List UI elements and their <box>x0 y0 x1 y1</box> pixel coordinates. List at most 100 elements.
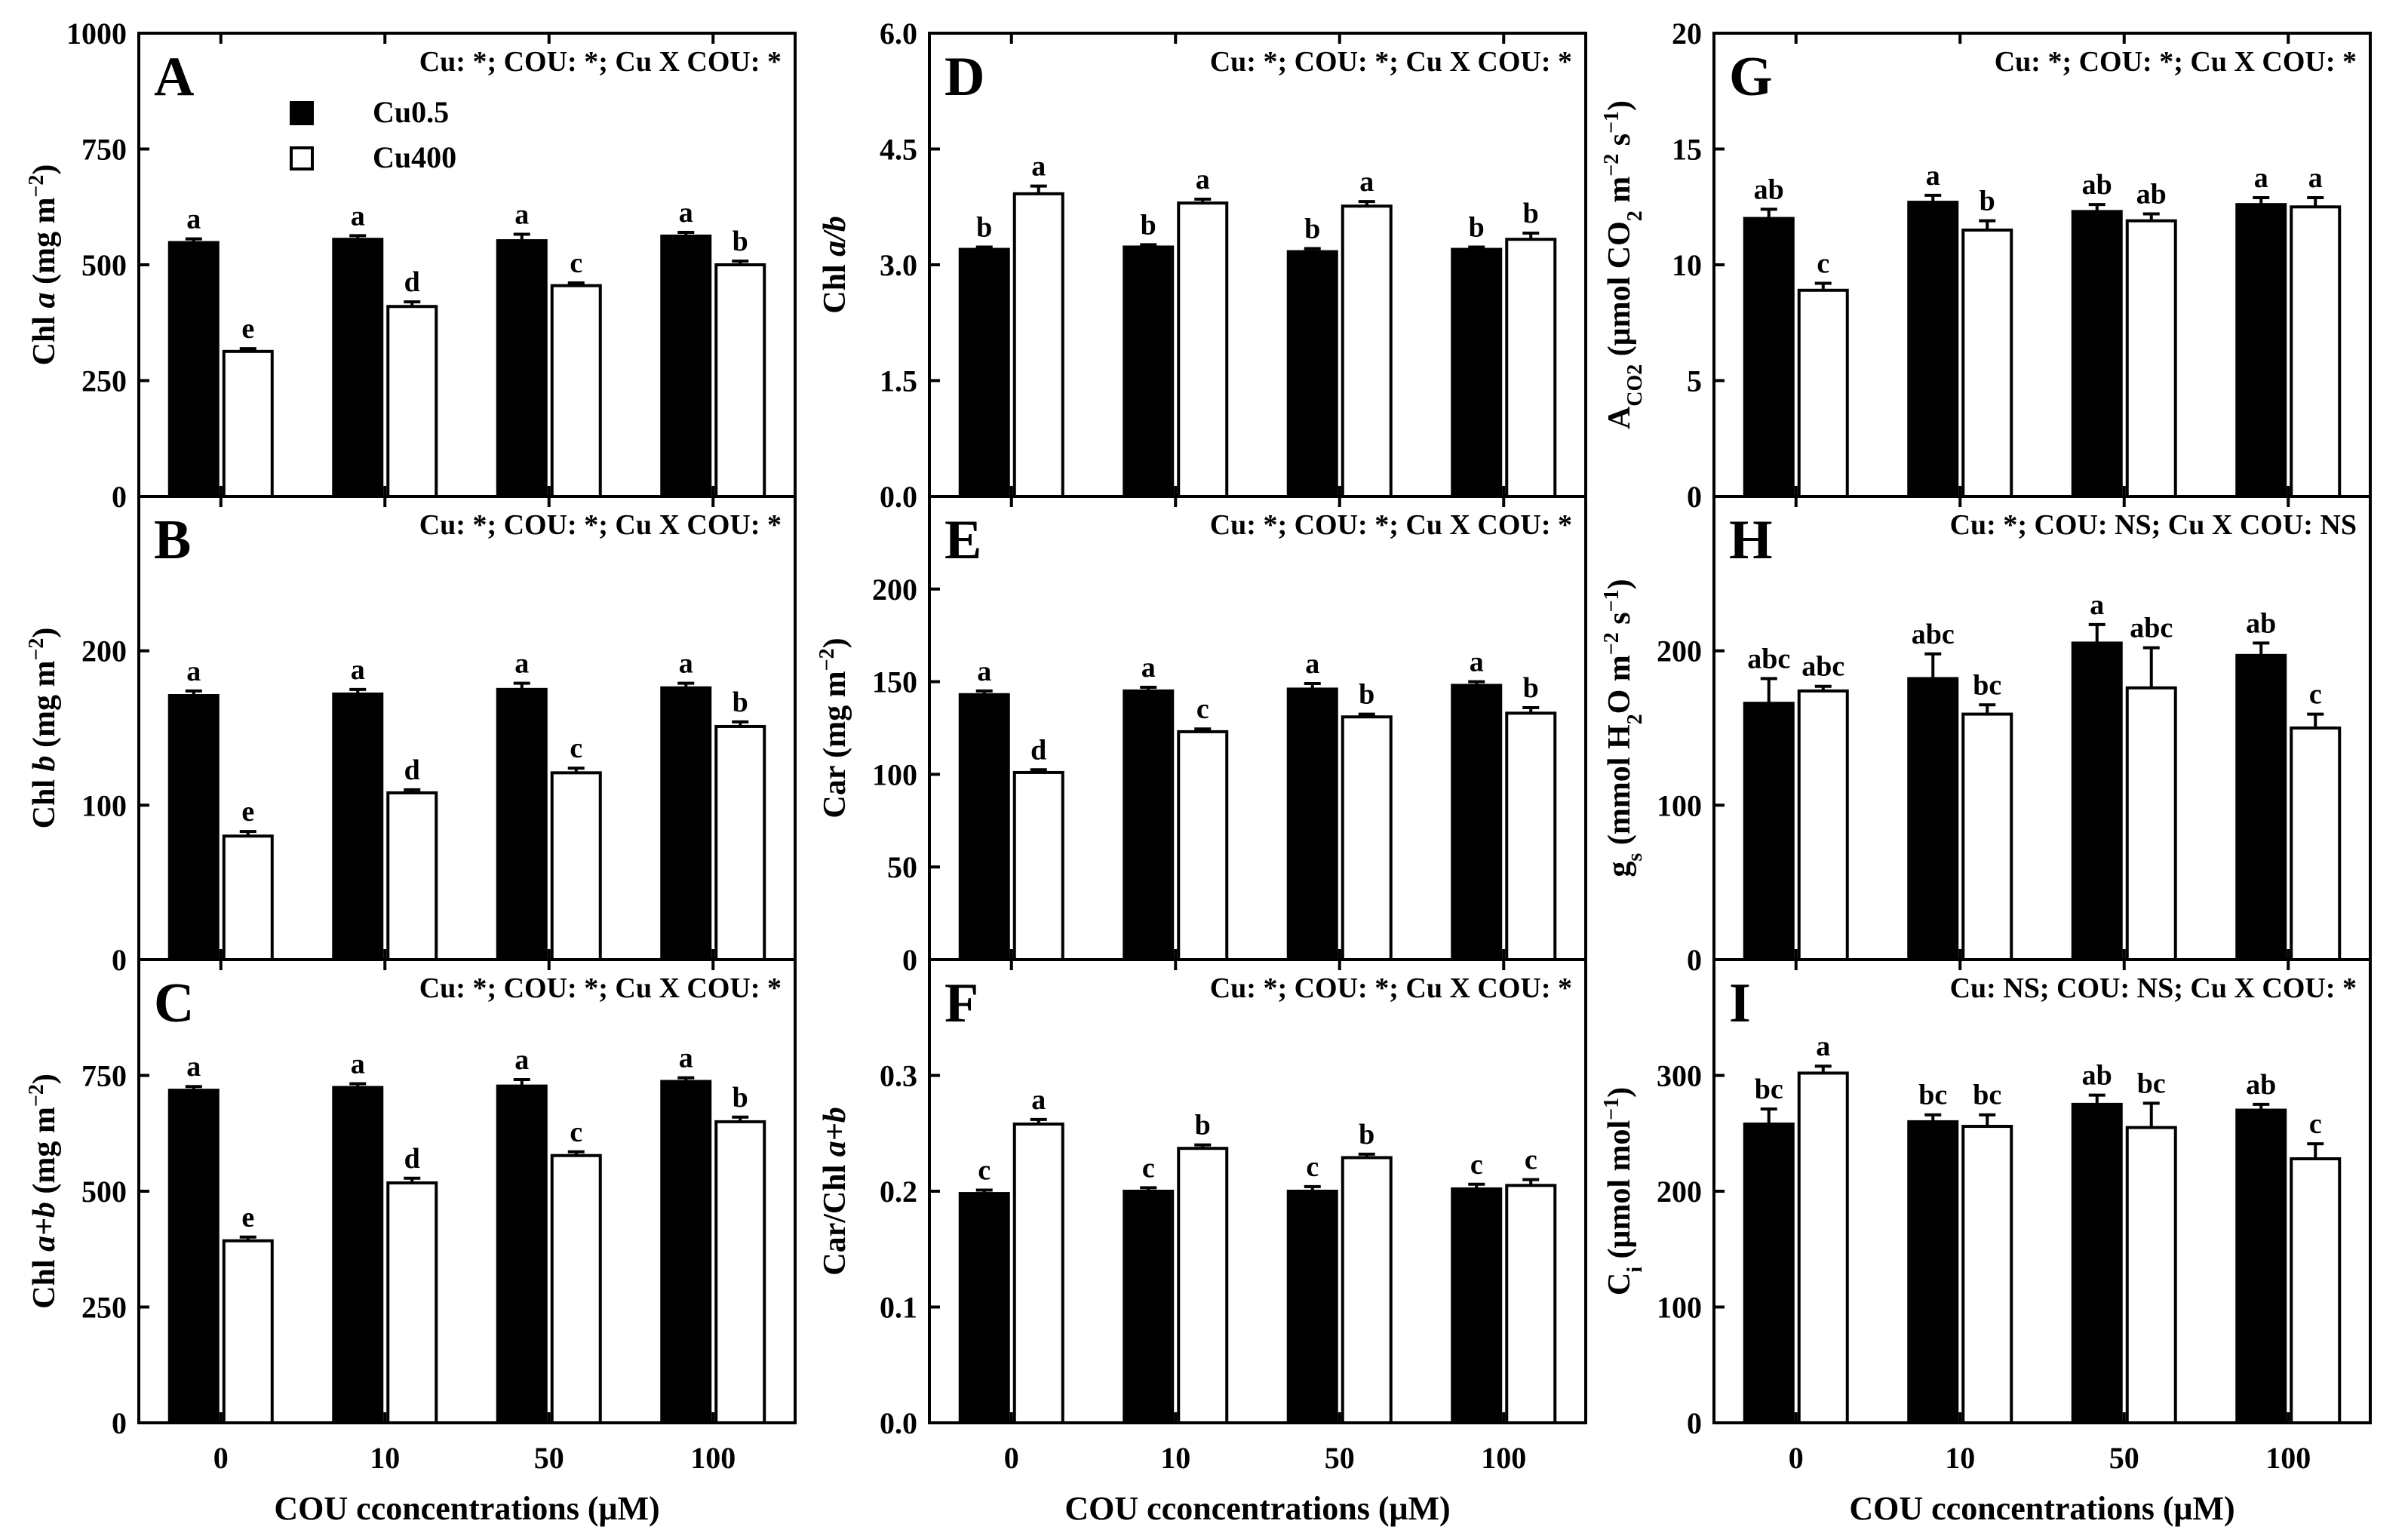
bar-cu400 <box>1341 715 1393 961</box>
y-tick-label: 20 <box>1672 17 1702 51</box>
significance-letter: a <box>186 1051 201 1083</box>
y-tick-label: 100 <box>1657 788 1702 822</box>
significance-letter: a <box>514 1044 529 1076</box>
significance-letter: c <box>570 1117 582 1148</box>
y-tick-label: 1.5 <box>880 364 917 398</box>
significance-letter: b <box>1359 1119 1374 1150</box>
bar-cu400 <box>1012 192 1064 498</box>
significance-letter: d <box>404 1143 420 1175</box>
y-tick-label: 4.5 <box>880 133 917 167</box>
stats-annotation: Cu: *; COU: *; Cu X COU: * <box>1210 46 1572 78</box>
bar-cu05 <box>2235 203 2287 498</box>
y-tick-label: 0.1 <box>880 1291 917 1325</box>
bar-cu400 <box>222 1239 274 1424</box>
x-tick-label: 10 <box>1945 1441 1975 1475</box>
significance-letter: b <box>733 1082 748 1114</box>
stats-annotation: Cu: *; COU: *; Cu X COU: * <box>1995 46 2357 78</box>
x-tick-label: 0 <box>1789 1441 1804 1475</box>
significance-letter: a <box>679 1043 693 1074</box>
significance-letter: bc <box>1973 669 2001 701</box>
legend-swatch-cu05 <box>290 101 314 125</box>
bar-cu400 <box>2290 205 2342 498</box>
x-axis-label: COU cconcentrations (μM) <box>1064 1490 1450 1527</box>
significance-letter: bc <box>1755 1074 1783 1105</box>
x-tick-label: 50 <box>534 1441 564 1475</box>
significance-letter: c <box>570 733 582 764</box>
y-axis-label: ACO2 (μmol CO2 m−2 s−1) <box>1600 100 1647 429</box>
y-tick-label: 200 <box>1657 634 1702 668</box>
significance-letter: bc <box>1973 1080 2001 1111</box>
y-tick-label: 100 <box>872 757 917 791</box>
y-axis-label: Chl a/b <box>818 216 852 314</box>
y-tick-label: 0 <box>902 943 917 977</box>
bar-cu05 <box>1286 687 1338 961</box>
y-tick-label: 250 <box>81 1291 127 1325</box>
significance-letter: a <box>1816 1031 1830 1062</box>
y-tick-label: 15 <box>1672 133 1702 167</box>
y-axis-label: Chl b (mg m−2) <box>25 628 63 829</box>
significance-letter: a <box>1031 151 1046 183</box>
bar-cu400 <box>1797 288 1849 498</box>
bar-cu05 <box>332 238 384 498</box>
panel-f: 0.0 0.1 0.2 0.3 0 10 50 100 c c c c a b b c F Cu: *; COU:… <box>818 958 1587 1527</box>
panel-a: 0 250 500 750 1000 a a a a e d c b A Cu: *; COU: *; Cu… <box>25 17 797 514</box>
y-tick-label: 150 <box>872 665 917 699</box>
bar-cu05 <box>1907 1120 1959 1425</box>
y-tick-label: 100 <box>81 788 127 822</box>
significance-letter: a <box>351 654 365 686</box>
bar-cu400 <box>550 771 602 962</box>
panel-b: 0 100 200 a a a a e d c b B Cu: *; COU: *; Cu X COU:… <box>25 495 797 977</box>
y-tick-label: 250 <box>81 364 127 398</box>
significance-letter: a <box>514 198 529 230</box>
bar-cu400 <box>1505 711 1557 961</box>
y-tick-label: 0 <box>1687 480 1702 514</box>
significance-letter: ab <box>2246 607 2276 639</box>
bar-cu400 <box>1961 228 2013 498</box>
panel-e: 0 50 100 150 200 a a a a d c b b E Cu: *; COU: *; Cu X… <box>815 495 1587 977</box>
significance-letter: e <box>241 313 254 345</box>
significance-letter: a <box>679 197 693 229</box>
significance-letter: c <box>1196 693 1209 725</box>
bar-cu05 <box>2071 1102 2123 1424</box>
bar-cu400 <box>386 1181 438 1424</box>
y-tick-label: 750 <box>81 133 127 167</box>
significance-letter: c <box>2309 1108 2322 1140</box>
x-tick-label: 10 <box>1160 1441 1190 1475</box>
significance-letter: d <box>404 266 420 298</box>
bar-cu400 <box>1012 770 1064 961</box>
bar-cu400 <box>2290 726 2342 961</box>
bar-cu05 <box>167 1089 220 1424</box>
bar-cu400 <box>386 305 438 499</box>
panel-letter: B <box>154 509 191 571</box>
y-tick-label: 500 <box>81 248 127 282</box>
stats-annotation: Cu: *; COU: *; Cu X COU: * <box>1210 972 1572 1004</box>
significance-letter: b <box>733 687 748 718</box>
significance-letter: ab <box>2082 1060 2112 1092</box>
y-tick-label: 500 <box>81 1175 127 1209</box>
bar-cu400 <box>1177 1147 1229 1424</box>
panel-letter: H <box>1729 509 1773 571</box>
panel-letter: D <box>944 46 984 108</box>
x-tick-label: 0 <box>213 1441 229 1475</box>
significance-letter: a <box>351 1049 365 1080</box>
y-axis-label: Chl a (mg m−2) <box>25 164 63 366</box>
bar-cu05 <box>1907 677 1959 961</box>
x-axis-label: COU cconcentrations (μM) <box>274 1490 659 1527</box>
bar-cu400 <box>714 1120 766 1425</box>
bar-cu05 <box>1743 702 1795 962</box>
significance-letter: a <box>1196 164 1210 195</box>
panel-letter: C <box>154 972 194 1034</box>
bar-cu05 <box>1451 247 1503 498</box>
significance-letter: c <box>1525 1144 1537 1176</box>
x-tick-label: 50 <box>1325 1441 1355 1475</box>
panel-letter: F <box>944 972 978 1034</box>
panel-letter: A <box>154 46 194 108</box>
significance-letter: a <box>186 204 201 235</box>
bar-cu400 <box>386 791 438 961</box>
y-tick-label: 0.2 <box>880 1175 917 1209</box>
stats-annotation: Cu: *; COU: *; Cu X COU: * <box>419 46 782 78</box>
bar-cu05 <box>958 693 1010 961</box>
bar-cu400 <box>2125 219 2177 498</box>
significance-letter: ab <box>2136 178 2167 210</box>
bar-cu05 <box>1286 250 1338 498</box>
